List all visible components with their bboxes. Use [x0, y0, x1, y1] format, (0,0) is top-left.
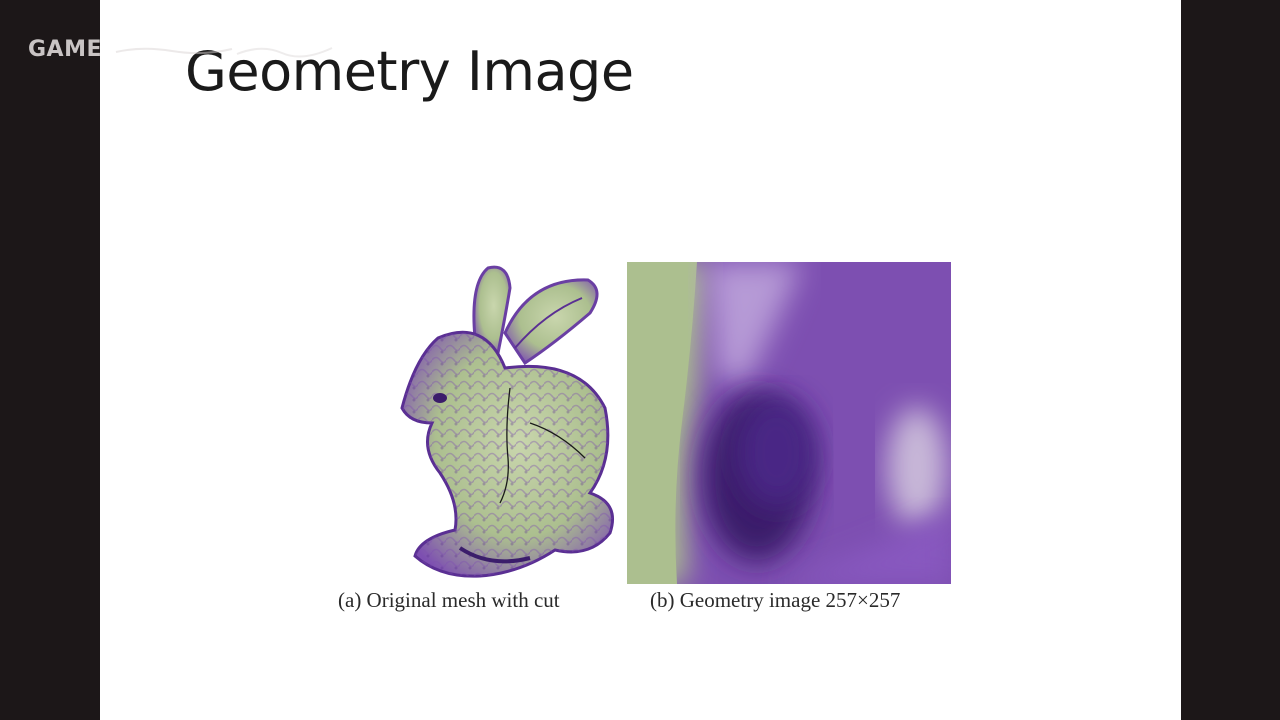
left-letterbox — [0, 0, 100, 720]
caption-original-mesh: (a) Original mesh with cut — [338, 588, 560, 612]
geometry-image-icon — [627, 262, 951, 584]
bunny-mesh-icon — [400, 265, 614, 578]
right-letterbox — [1181, 0, 1280, 720]
slide-title: Geometry Image — [185, 40, 634, 103]
watermark-text: GAME — [28, 37, 103, 62]
slide: Geometry Image — [100, 0, 1181, 720]
watermark-scribble-icon — [115, 47, 333, 58]
caption-geometry-image: (b) Geometry image 257×257 — [650, 588, 901, 612]
